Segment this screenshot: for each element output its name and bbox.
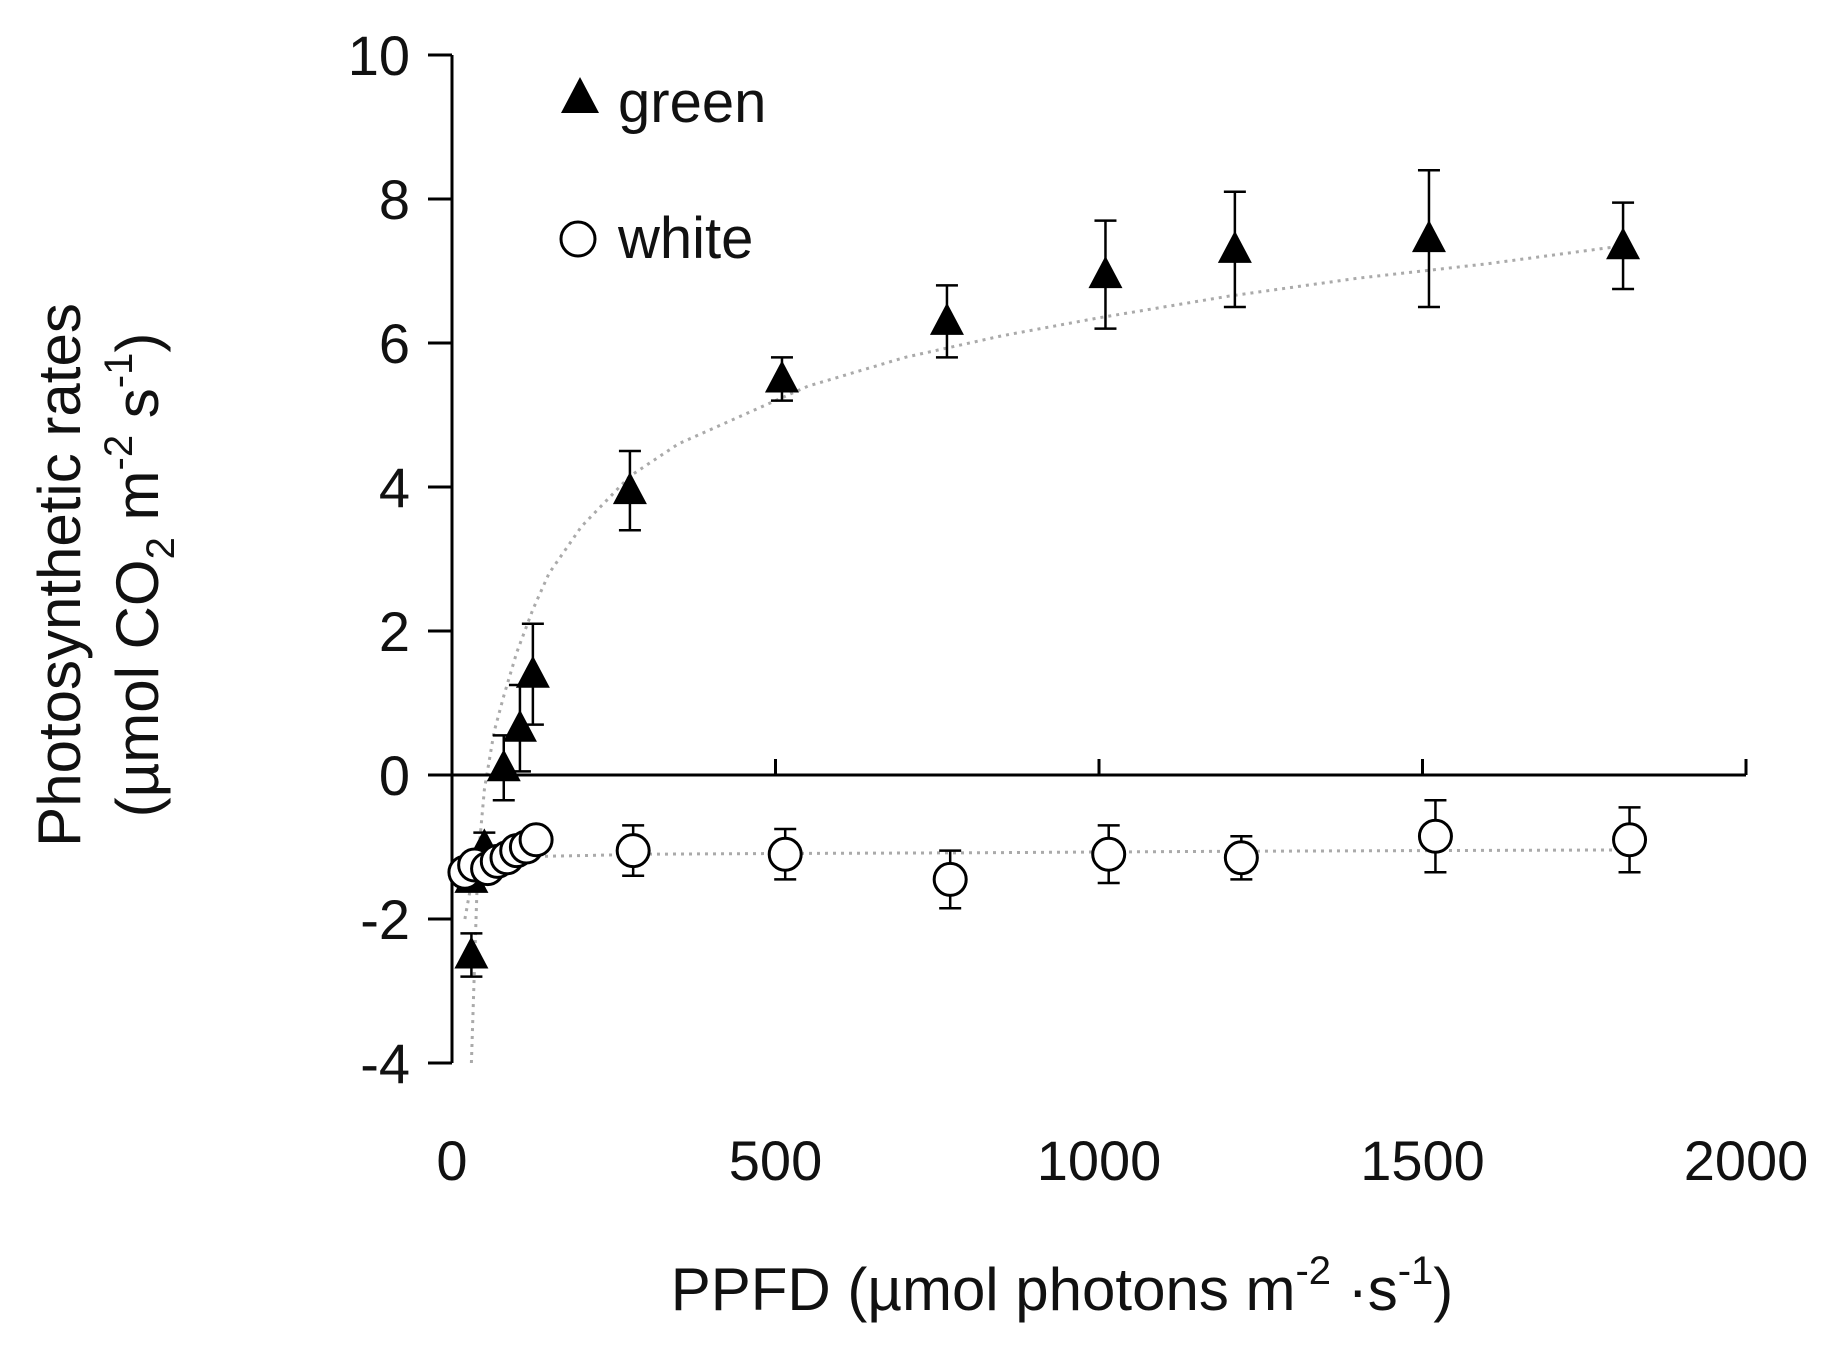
y-tick-label: 6 bbox=[379, 312, 410, 375]
data-point-green bbox=[1411, 220, 1446, 253]
x-tick-label: 500 bbox=[729, 1129, 822, 1192]
data-point-white bbox=[518, 822, 554, 858]
y-axis-title: Photosynthetic rates (µmol CO2 m-2 s-1) bbox=[26, 303, 183, 847]
y-tick-label: -2 bbox=[360, 888, 410, 951]
data-point-white bbox=[932, 861, 968, 897]
fit-lines bbox=[463, 244, 1630, 1064]
legend-label-white: white bbox=[617, 206, 753, 271]
data-point-green bbox=[929, 302, 964, 335]
data-point-green bbox=[1217, 230, 1252, 263]
y-tick-label: 8 bbox=[379, 168, 410, 231]
x-tick-label: 1500 bbox=[1360, 1129, 1485, 1192]
data-point-green bbox=[764, 360, 799, 393]
data-point-white bbox=[1091, 836, 1127, 872]
data-point-green bbox=[486, 749, 521, 782]
data-point-green bbox=[502, 709, 537, 742]
axes: -4 -2 0 2 4 6 8 10 0 500 1000 1500 2000 bbox=[348, 24, 1809, 1192]
y-tick-label: 2 bbox=[379, 600, 410, 663]
x-tick-label: 2000 bbox=[1684, 1129, 1809, 1192]
x-axis-title: PPFD (µmol photons m-2 ·s-1) bbox=[671, 1249, 1454, 1323]
y-tick-label: 10 bbox=[348, 24, 410, 87]
data-point-white bbox=[1417, 818, 1453, 854]
y-tick-label: -4 bbox=[360, 1032, 410, 1095]
legend-marker-green bbox=[561, 77, 599, 113]
y-tick-label: 0 bbox=[379, 744, 410, 807]
x-tick-label: 0 bbox=[436, 1129, 467, 1192]
y-tick-label: 4 bbox=[379, 456, 410, 519]
x-tick-label: 1000 bbox=[1037, 1129, 1162, 1192]
data-marks bbox=[447, 168, 1648, 978]
legend: green white bbox=[559, 70, 766, 271]
fit-line-green bbox=[469, 244, 1624, 1064]
data-point-green bbox=[515, 655, 550, 688]
data-point-green bbox=[612, 472, 647, 505]
legend-marker-white bbox=[559, 220, 597, 258]
data-point-white bbox=[1223, 840, 1259, 876]
data-point-white bbox=[1612, 822, 1648, 858]
legend-label-green: green bbox=[618, 70, 766, 135]
data-point-green bbox=[1606, 227, 1641, 260]
data-point-white bbox=[767, 836, 803, 872]
y-axis-title-line2: (µmol CO2 m-2 s-1) bbox=[97, 333, 183, 818]
data-point-white bbox=[615, 833, 651, 869]
y-axis-title-line1: Photosynthetic rates bbox=[26, 303, 93, 847]
data-point-green bbox=[454, 936, 489, 969]
data-point-green bbox=[1088, 256, 1123, 289]
